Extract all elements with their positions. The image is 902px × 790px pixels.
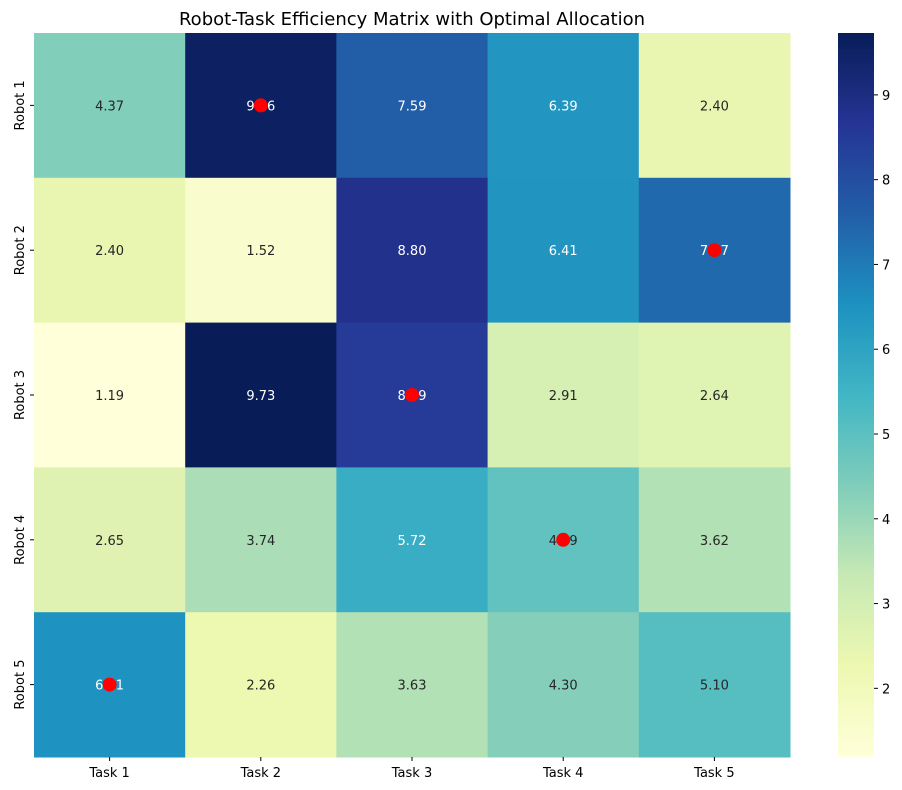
colorbar-tick-label: 3 bbox=[882, 598, 890, 613]
heatmap-cell bbox=[185, 177, 337, 324]
heatmap-cell bbox=[336, 467, 489, 613]
cell-value-label: 6.39 bbox=[549, 99, 578, 114]
y-tick-label: Robot 3 bbox=[13, 370, 28, 420]
cell-value-label: 2.91 bbox=[549, 389, 578, 404]
y-tick-label: Robot 1 bbox=[13, 80, 28, 130]
heatmap-cell bbox=[487, 612, 640, 758]
colorbar-tick-label: 7 bbox=[882, 258, 890, 273]
colorbar-tick-label: 2 bbox=[882, 682, 890, 697]
cell-value-label: 9.73 bbox=[246, 389, 275, 404]
colorbar-tick-label: 6 bbox=[882, 343, 890, 358]
heatmap-cell bbox=[185, 322, 337, 468]
colorbar bbox=[838, 33, 874, 757]
x-tick-label: Task 2 bbox=[240, 766, 281, 781]
y-tick-label: Robot 5 bbox=[13, 660, 28, 710]
heatmap-cell bbox=[185, 612, 337, 758]
cell-value-label: 2.40 bbox=[700, 99, 729, 114]
cell-value-label: 3.63 bbox=[398, 679, 427, 694]
heatmap-cell bbox=[487, 322, 640, 468]
heatmap-cell bbox=[336, 612, 489, 758]
cell-value-label: 6.41 bbox=[549, 244, 578, 259]
x-tick-label: Task 1 bbox=[88, 766, 129, 781]
cell-value-label: 4.30 bbox=[549, 679, 578, 694]
cell-value-label: 5.10 bbox=[700, 679, 729, 694]
optimal-allocation-marker bbox=[556, 532, 571, 547]
heatmap-cell bbox=[638, 612, 791, 758]
cell-value-label: 8.80 bbox=[398, 244, 427, 259]
cell-value-label: 7.59 bbox=[398, 99, 427, 114]
cell-value-label: 2.64 bbox=[700, 389, 729, 404]
cell-value-label: 4.37 bbox=[95, 99, 124, 114]
optimal-allocation-marker bbox=[405, 388, 419, 402]
cell-value-label: 3.62 bbox=[700, 534, 729, 549]
cell-value-label: 1.19 bbox=[95, 389, 124, 404]
heatmap-cell bbox=[336, 33, 489, 179]
cell-value-label: 2.65 bbox=[95, 534, 124, 549]
cell-value-label: 1.52 bbox=[246, 244, 275, 259]
colorbar-tick-label: 8 bbox=[882, 174, 890, 189]
x-tick-label: Task 3 bbox=[391, 766, 432, 781]
y-tick-label: Robot 2 bbox=[13, 225, 28, 275]
optimal-allocation-marker bbox=[102, 677, 117, 692]
heatmap-cell bbox=[638, 33, 791, 179]
cell-value-label: 2.26 bbox=[246, 679, 275, 694]
heatmap-cell bbox=[185, 467, 337, 613]
colorbar-tick-label: 5 bbox=[882, 428, 890, 443]
colorbar-tick-label: 9 bbox=[882, 89, 890, 104]
heatmap-cell bbox=[34, 33, 186, 179]
colorbar-tick-label: 4 bbox=[882, 513, 890, 528]
heatmap-cell bbox=[336, 177, 489, 324]
x-tick-label: Task 5 bbox=[693, 766, 734, 781]
heatmap-cell bbox=[638, 322, 791, 468]
chart-title: Robot-Task Efficiency Matrix with Optima… bbox=[179, 9, 645, 30]
cell-value-label: 5.72 bbox=[398, 534, 427, 549]
heatmap-cell bbox=[34, 467, 186, 613]
optimal-allocation-marker bbox=[253, 98, 268, 113]
heatmap-cell bbox=[34, 177, 186, 324]
heatmap-cell bbox=[487, 177, 640, 324]
heatmap-cell bbox=[34, 322, 186, 468]
y-tick-label: Robot 4 bbox=[13, 515, 28, 565]
cell-value-label: 2.40 bbox=[95, 244, 124, 259]
heatmap-cell bbox=[638, 467, 791, 613]
optimal-allocation-marker bbox=[707, 243, 722, 258]
x-tick-label: Task 4 bbox=[542, 766, 583, 781]
cell-value-label: 3.74 bbox=[246, 534, 275, 549]
heatmap-cell bbox=[487, 33, 640, 179]
